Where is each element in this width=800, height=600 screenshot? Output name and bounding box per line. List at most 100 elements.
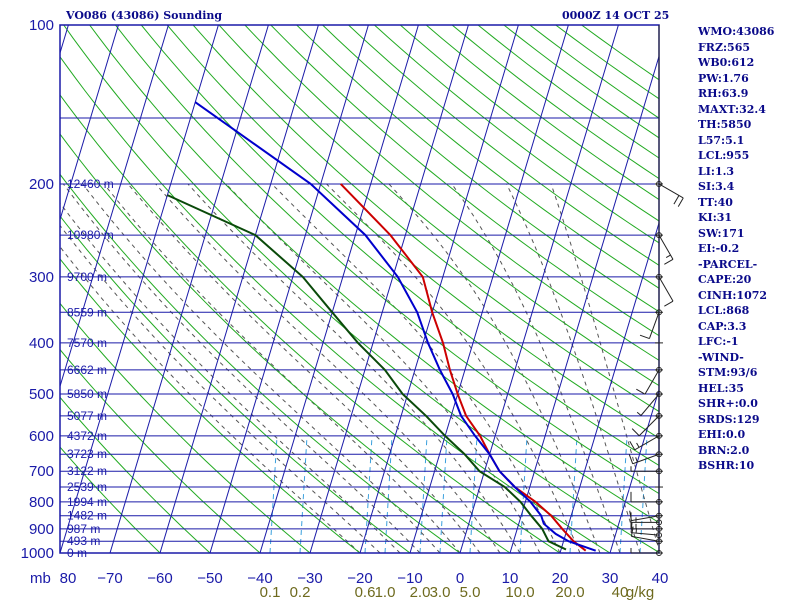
mixing-ratio-tick-label: 5.0 bbox=[460, 584, 481, 600]
temperature-tick-label: 80 bbox=[60, 570, 77, 587]
wind-barb-origin bbox=[656, 391, 662, 398]
dry-adiabat-line bbox=[270, 25, 659, 337]
wind-profile bbox=[628, 25, 684, 556]
dry-adiabat-line bbox=[425, 25, 659, 201]
wind-barb-shaft bbox=[648, 312, 660, 339]
mixing-ratio-tick-label: 40 bbox=[612, 584, 629, 600]
pressure-axis: 100 200 300 400 500 600 700 800 900 1000 mb bbox=[21, 17, 54, 587]
temperature-tick-label: −20 bbox=[347, 570, 372, 587]
wind-barb-feather bbox=[636, 388, 646, 395]
pressure-tick-label: 700 bbox=[29, 463, 54, 480]
isotherm-line bbox=[60, 25, 219, 553]
index-row: MAXT:32.4 bbox=[698, 102, 766, 116]
wind-barb bbox=[656, 232, 674, 265]
parcel-profile-line bbox=[194, 101, 597, 552]
wind-barb bbox=[629, 510, 662, 522]
index-row: TT:40 bbox=[698, 195, 733, 209]
dry-adiabat-line bbox=[244, 25, 659, 361]
mixing-ratio-tick-label: 10.0 bbox=[505, 584, 534, 600]
pressure-tick-label: 200 bbox=[29, 176, 54, 193]
pressure-tick-label: 600 bbox=[29, 428, 54, 445]
wind-barb-origin bbox=[656, 451, 662, 458]
isotherm-line bbox=[609, 387, 659, 553]
dry-adiabat-line bbox=[477, 25, 659, 159]
wind-barb-shaft bbox=[631, 535, 660, 542]
height-label: 1994 m bbox=[67, 495, 107, 509]
mixing-ratio-tick-label: 3.0 bbox=[430, 584, 451, 600]
temperature-tick-label: −70 bbox=[97, 570, 122, 587]
temperature-profile-line bbox=[339, 183, 587, 552]
wind-barb-half-feather bbox=[636, 442, 640, 448]
isotherm-line bbox=[159, 25, 319, 553]
moist-adiabat-line bbox=[60, 245, 361, 553]
height-label: 1482 m bbox=[67, 509, 107, 523]
mixing-ratio-tick-label: 0.6 bbox=[355, 584, 376, 600]
moist-adiabat-line bbox=[451, 183, 621, 553]
wind-barb-shaft bbox=[658, 183, 684, 199]
index-row: EHI:0.0 bbox=[698, 428, 746, 441]
temperature-tick-label: −40 bbox=[247, 570, 272, 587]
wind-barb bbox=[636, 391, 662, 416]
dry-adiabat-line bbox=[63, 25, 659, 553]
wind-barb-feather bbox=[628, 454, 634, 464]
temperature-tick-label: 0 bbox=[456, 570, 464, 587]
dry-adiabat-line bbox=[60, 446, 161, 553]
dry-adiabat-line bbox=[89, 25, 659, 524]
index-row: LFC:-1 bbox=[698, 335, 739, 348]
height-label: 3723 m bbox=[67, 447, 107, 461]
dry-adiabat-line bbox=[115, 25, 659, 495]
temperature-tick-label: −10 bbox=[397, 570, 422, 587]
mixing-ratio-line bbox=[299, 435, 308, 553]
index-row: SRDS:129 bbox=[698, 412, 760, 426]
index-row: SI:3.4 bbox=[698, 180, 735, 193]
pressure-tick-label: 800 bbox=[29, 494, 54, 511]
pressure-tick-label: 400 bbox=[29, 335, 54, 352]
temperature-tick-label: −60 bbox=[147, 570, 172, 587]
dry-adiabat-line bbox=[60, 302, 311, 553]
index-row: EI:-0.2 bbox=[698, 242, 740, 255]
height-label: 12460 m bbox=[67, 177, 114, 191]
height-label: 10980 m bbox=[67, 228, 114, 242]
dry-adiabat-line bbox=[60, 173, 461, 553]
isotherm-line bbox=[109, 25, 269, 553]
moist-adiabat-line bbox=[127, 183, 481, 553]
wind-barb bbox=[639, 309, 662, 340]
index-row: RH:63.9 bbox=[698, 87, 749, 100]
pressure-unit-label: mb bbox=[30, 570, 51, 587]
index-row: SHR+:0.0 bbox=[698, 397, 758, 410]
pressure-tick-label: 100 bbox=[29, 17, 54, 34]
chart-title: VO086 (43086) Sounding bbox=[66, 9, 223, 22]
isotherms bbox=[0, 25, 659, 553]
mixing-ratio-line bbox=[419, 435, 428, 553]
moist-adiabat-line bbox=[388, 183, 601, 553]
mixing-ratio-tick-label: 2.0 bbox=[410, 584, 431, 600]
mixing-ratio-line bbox=[439, 435, 448, 553]
wind-barb-feather bbox=[677, 197, 684, 207]
temperature-tick-label: −50 bbox=[197, 570, 222, 587]
pressure-tick-label: 900 bbox=[29, 521, 54, 538]
wind-barb-origin bbox=[656, 366, 662, 373]
index-row: WMO:43086 bbox=[698, 25, 775, 38]
mixing-ratio-line bbox=[269, 435, 278, 553]
wind-barb-origin bbox=[656, 412, 662, 419]
mixing-ratio-line bbox=[469, 435, 478, 553]
sounding-profiles bbox=[166, 101, 597, 552]
wind-barb-origin bbox=[656, 232, 662, 239]
isotherm-line bbox=[359, 25, 519, 553]
wind-barb-feather bbox=[629, 510, 632, 521]
height-label: 987 m bbox=[67, 522, 100, 536]
stability-indices-panel: WMO:43086 FRZ:565 WB0:612 PW:1.76 RH:63.9 MAX… bbox=[698, 24, 798, 474]
dry-adiabat-line bbox=[529, 25, 659, 119]
index-row: CAP:3.3 bbox=[698, 319, 747, 333]
isotherm-line bbox=[60, 25, 119, 222]
wind-barb-feather bbox=[630, 522, 633, 533]
wind-barb bbox=[636, 366, 662, 395]
isotherm-line bbox=[459, 25, 619, 553]
isotherm-line bbox=[0, 25, 18, 553]
dry-adiabat-line bbox=[140, 25, 659, 467]
dry-adiabat-line bbox=[348, 25, 659, 266]
index-row: CAPE:20 bbox=[698, 273, 752, 286]
isotherm-line bbox=[509, 54, 659, 553]
index-row: TH:5850 bbox=[698, 118, 752, 131]
